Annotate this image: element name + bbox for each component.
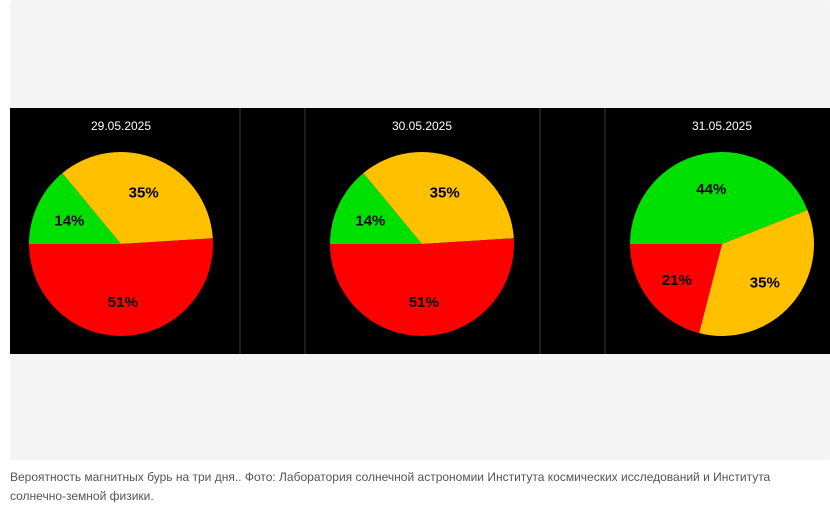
pie-slice-label: 51% (409, 294, 439, 311)
pie-slice-label: 35% (430, 185, 460, 202)
pie-slice (62, 151, 213, 244)
pie-slice (29, 173, 121, 244)
pie-chart-1: 29.05.2025 14% 35% 51% (29, 119, 213, 336)
pie-slice (330, 173, 422, 244)
pie-chart-title: 29.05.2025 (91, 119, 151, 133)
pie-slice-label: 44% (696, 181, 726, 198)
image-caption: Вероятность магнитных бурь на три дня.. … (10, 470, 771, 503)
pie-slice-label: 35% (750, 275, 780, 292)
pie-slice (630, 151, 808, 244)
pie-charts-image: 29.05.2025 14% 35% 51% 30.05.2025 14% 35% 51% 31… (10, 108, 830, 354)
pie-slice-label: 14% (355, 213, 385, 230)
pie-chart-3: 31.05.2025 44% 35% 21% (630, 119, 815, 337)
pie-charts-svg: 29.05.2025 14% 35% 51% 30.05.2025 14% 35% 51% 31… (29, 108, 815, 354)
pie-slice-label: 21% (662, 272, 692, 289)
pie-chart-title: 31.05.2025 (692, 119, 752, 133)
pie-chart-title: 30.05.2025 (392, 119, 452, 133)
pie-slice (330, 238, 514, 336)
pie-slice-label: 51% (108, 294, 138, 311)
pie-slice-label: 14% (54, 213, 84, 230)
pie-slice-label: 35% (129, 185, 159, 202)
pie-slice (699, 210, 815, 337)
pie-slice (630, 244, 722, 334)
pie-slice (363, 151, 514, 244)
pie-chart-2: 30.05.2025 14% 35% 51% (330, 119, 514, 336)
pie-slice (29, 238, 213, 336)
